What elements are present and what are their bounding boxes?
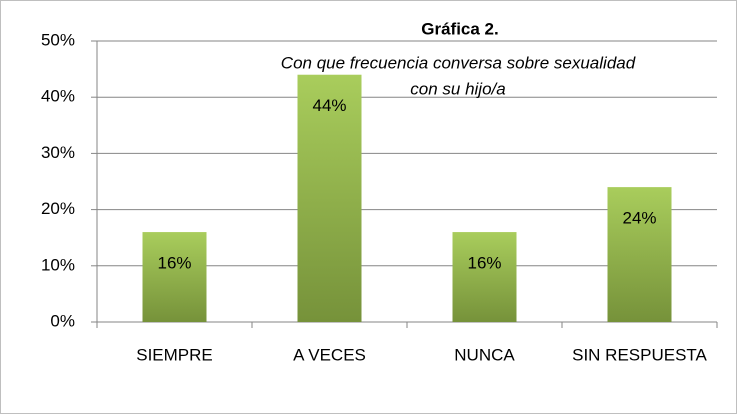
x-tick-label: SIEMPRE <box>136 345 213 364</box>
x-tick-label: A VECES <box>293 345 366 364</box>
data-label: 44% <box>312 96 346 115</box>
data-label: 16% <box>157 254 191 273</box>
bar <box>297 74 362 322</box>
data-label: 24% <box>622 209 656 228</box>
x-tick-label: SIN RESPUESTA <box>572 345 707 364</box>
chart-title: Gráfica 2. <box>421 19 499 38</box>
chart-subtitle: Con que frecuencia conversa sobre sexual… <box>281 53 636 72</box>
y-tick-label: 40% <box>41 87 75 106</box>
data-label: 16% <box>467 254 501 273</box>
bar <box>607 187 672 322</box>
chart-subtitle: con su hijo/a <box>410 79 505 98</box>
y-tick-label: 0% <box>50 311 75 330</box>
y-tick-label: 20% <box>41 199 75 218</box>
y-tick-label: 50% <box>41 30 75 49</box>
plot-area: 0% 10% 20% 30% 40% 50% SIEMPRE 16% A VECES 44% NUN… <box>41 30 718 364</box>
x-tick-label: NUNCA <box>454 345 515 364</box>
bar <box>142 232 207 322</box>
bar <box>452 232 517 322</box>
y-tick-label: 10% <box>41 255 75 274</box>
y-tick-label: 30% <box>41 143 75 162</box>
